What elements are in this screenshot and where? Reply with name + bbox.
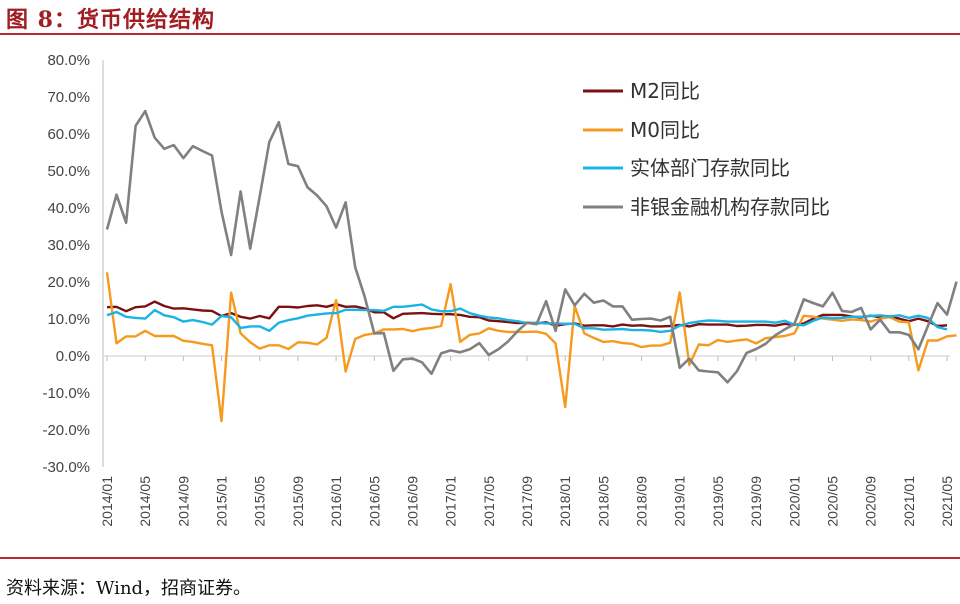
y-tick-label: -30.0% [42,459,90,476]
x-tick-label: 2016/01 [328,476,344,527]
x-tick-label: 2016/05 [366,476,382,527]
figure-title: 图 8：货币供给结构 [6,7,215,33]
series-line-3 [105,109,958,384]
y-tick-label: 50.0% [47,163,90,180]
x-tick-label: 2015/05 [252,476,268,527]
y-tick-label: 0.0% [56,348,90,365]
series-line-1 [105,272,957,423]
y-tick-label: 30.0% [47,237,90,254]
x-tick-label: 2015/09 [290,476,306,527]
y-tick-label: 60.0% [47,126,90,143]
y-tick-label: 40.0% [47,200,90,217]
legend-label: 非银金融机构存款同比 [630,195,830,219]
x-tick-label: 2014/01 [99,476,115,527]
x-tick-label: 2017/01 [443,476,459,527]
x-tick-label: 2016/09 [404,476,420,527]
legend-label: 实体部门存款同比 [630,156,790,180]
x-tick-label: 2018/01 [557,476,573,527]
x-tick-label: 2018/09 [634,476,650,527]
y-axis-ticks: 80.0% 70.0% 60.0% 50.0% 40.0% 30.0% 20.0% 10.0%… [42,52,90,476]
bottom-divider [0,557,960,559]
y-tick-label: 80.0% [47,52,90,69]
top-divider [0,33,960,35]
legend-label: M2同比 [630,79,700,103]
y-tick-label: 20.0% [47,274,90,291]
x-tick-label: 2017/09 [519,476,535,527]
x-tick-label: 2014/09 [175,476,191,527]
y-tick-label: 10.0% [47,311,90,328]
series-line-2 [106,303,948,334]
x-tick-label: 2021/05 [939,476,955,527]
x-tick-label: 2014/05 [137,476,153,527]
x-axis-ticks: 2014/01 2014/05 2014/09 2015/01 2015/05 2015/… [99,356,955,527]
x-tick-label: 2021/01 [901,476,917,527]
y-tick-label: -20.0% [42,422,90,439]
x-tick-label: 2018/05 [595,476,611,527]
x-tick-label: 2017/05 [481,476,497,527]
x-tick-label: 2019/05 [710,476,726,527]
x-tick-label: 2015/01 [214,476,230,527]
legend-label: M0同比 [630,118,700,142]
source-note: 资料来源：Wind，招商证券。 [6,578,252,599]
y-tick-label: 70.0% [47,89,90,106]
x-tick-label: 2020/05 [824,476,840,527]
x-tick-label: 2020/01 [786,476,802,527]
x-tick-label: 2019/09 [748,476,764,527]
series-lines [105,109,958,423]
y-tick-label: -10.0% [42,385,90,402]
x-tick-label: 2019/01 [672,476,688,527]
x-tick-label: 2020/09 [863,476,879,527]
